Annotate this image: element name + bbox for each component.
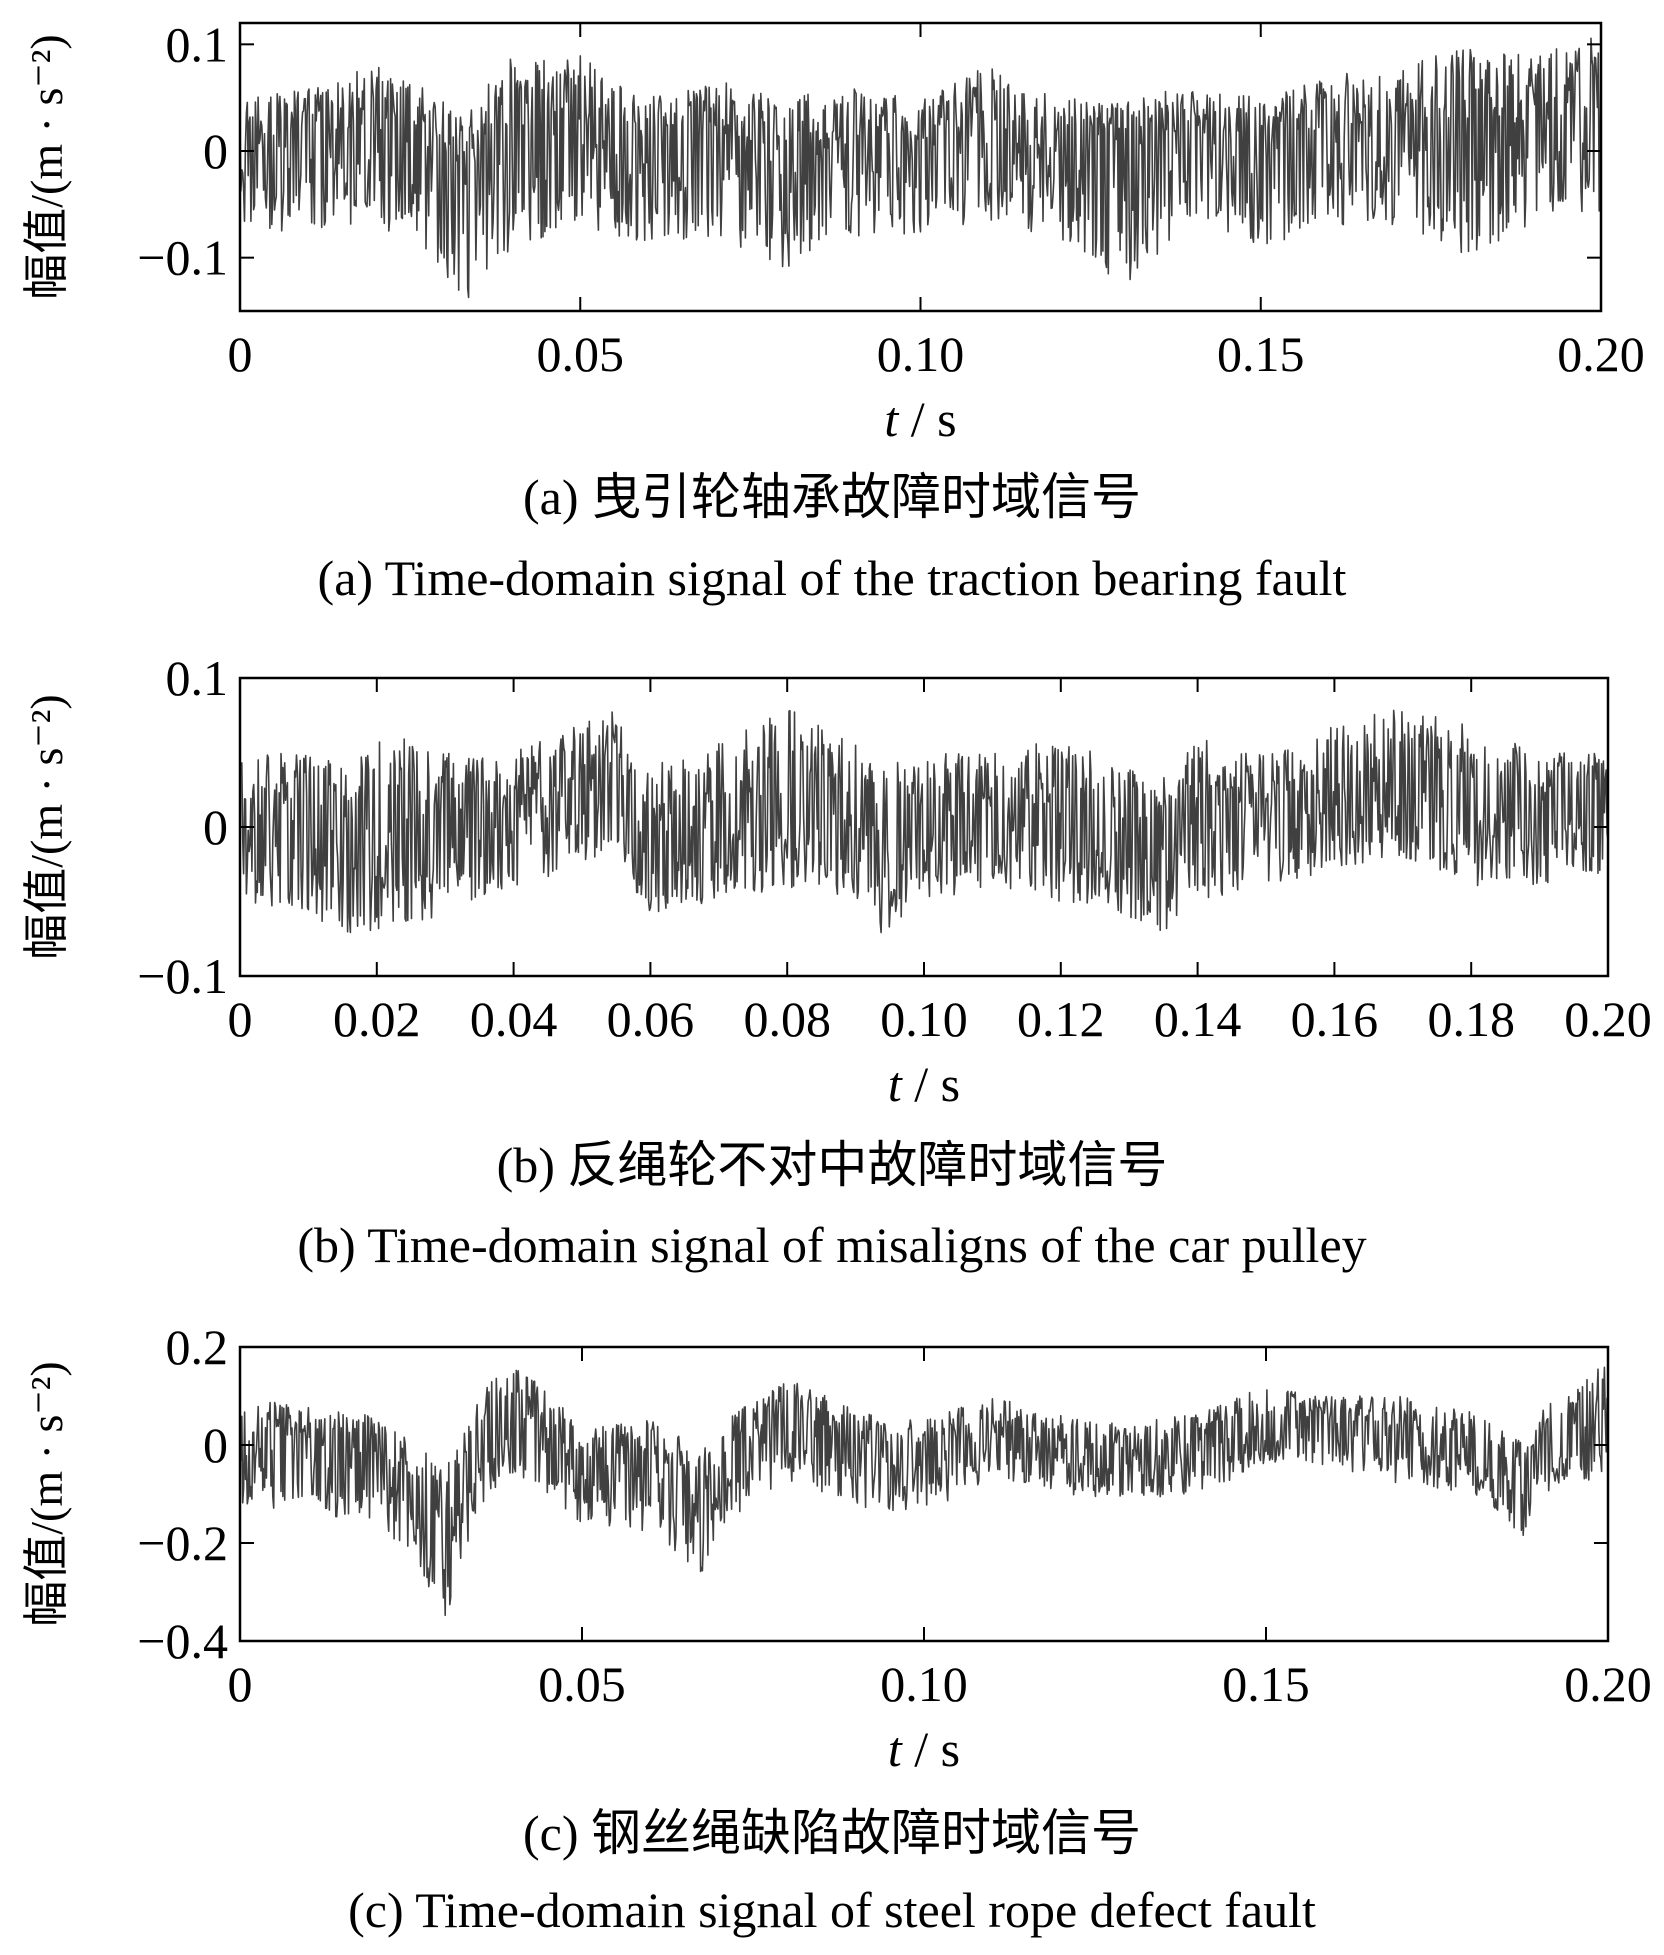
panel-c-xlabel: t / s: [888, 1721, 960, 1777]
panel-a-title: (a) Time-domain signal of the traction b…: [317, 550, 1347, 606]
panel-c-xtick-label: 0: [228, 1656, 253, 1712]
panel-c-ytick-label: −0.4: [137, 1613, 228, 1669]
panel-b-xtick-label: 0.18: [1427, 991, 1515, 1047]
panel-b-xlabel: t / s: [888, 1056, 960, 1112]
panel-a-xtick-label: 0.15: [1217, 326, 1305, 382]
panel-c-ylabel: 幅值/(m · s⁻²): [21, 1361, 72, 1627]
panel-b-xtick-label: 0.10: [880, 991, 968, 1047]
panel-b-xtick-label: 0.02: [333, 991, 421, 1047]
panel-b-xlabel-unit: / s: [902, 1056, 960, 1112]
panel-a-series-line: [239, 37, 1602, 299]
panel-c-ytick-label: −0.2: [137, 1515, 228, 1571]
panel-a-title-zh: (a) 曳引轮轴承故障时域信号: [523, 469, 1141, 525]
panel-b-series-line: [239, 709, 1609, 934]
panel-c-ytick-label: 0: [203, 1417, 228, 1473]
panel-b-ytick-label: 0: [203, 799, 228, 855]
panel-a-xtick-label: 0: [228, 326, 253, 382]
panel-c-xtick-label: 0.05: [538, 1656, 626, 1712]
panel-b-ylabel: 幅值/(m · s⁻²): [21, 694, 72, 960]
panel-a-ytick-label: −0.1: [137, 230, 228, 286]
panel-a-ylabel: 幅值/(m · s⁻²): [21, 34, 72, 300]
panel-a-xtick-label: 0.10: [877, 326, 965, 382]
panel-b-xlabel-var: t: [888, 1056, 903, 1112]
panel-b-xtick-label: 0.16: [1291, 991, 1379, 1047]
panel-c-xtick-label: 0.10: [880, 1656, 968, 1712]
panel-b-xtick-label: 0: [228, 991, 253, 1047]
panel-b-ytick-label: −0.1: [137, 948, 228, 1004]
panel-b-title: (b) Time-domain signal of misaligns of t…: [297, 1217, 1367, 1273]
panel-b-xtick-label: 0.04: [470, 991, 558, 1047]
panel-b-xtick-label: 0.20: [1564, 991, 1652, 1047]
panel-a-xtick-label: 0.20: [1557, 326, 1645, 382]
panel-c-xtick-label: 0.20: [1564, 1656, 1652, 1712]
panel-a-ytick-label: 0.1: [166, 16, 229, 72]
panel-b-xtick-label: 0.12: [1017, 991, 1105, 1047]
panel-b-ytick-label: 0.1: [166, 650, 229, 706]
panel-b-xtick-label: 0.06: [607, 991, 695, 1047]
panel-b-xtick-label: 0.08: [743, 991, 831, 1047]
panel-c-ytick-label: 0.2: [166, 1319, 229, 1375]
panel-c-xlabel-unit: / s: [902, 1721, 960, 1777]
panel-c-title: (c) Time-domain signal of steel rope def…: [348, 1882, 1316, 1938]
panel-a-ytick-label: 0: [203, 123, 228, 179]
panel-a-xlabel: t / s: [884, 391, 956, 447]
panel-c-title-zh: (c) 钢丝绳缺陷故障时域信号: [523, 1805, 1141, 1861]
panel-b-title-zh: (b) 反绳轮不对中故障时域信号: [496, 1137, 1168, 1193]
panel-a-xlabel-var: t: [884, 391, 899, 447]
panel-b-xtick-label: 0.14: [1154, 991, 1242, 1047]
panel-a-xlabel-unit: / s: [898, 391, 956, 447]
panel-c-series-line: [239, 1366, 1609, 1617]
panel-a-xtick-label: 0.05: [537, 326, 625, 382]
panel-c-xlabel-var: t: [888, 1721, 903, 1777]
panel-c-xtick-label: 0.15: [1222, 1656, 1310, 1712]
